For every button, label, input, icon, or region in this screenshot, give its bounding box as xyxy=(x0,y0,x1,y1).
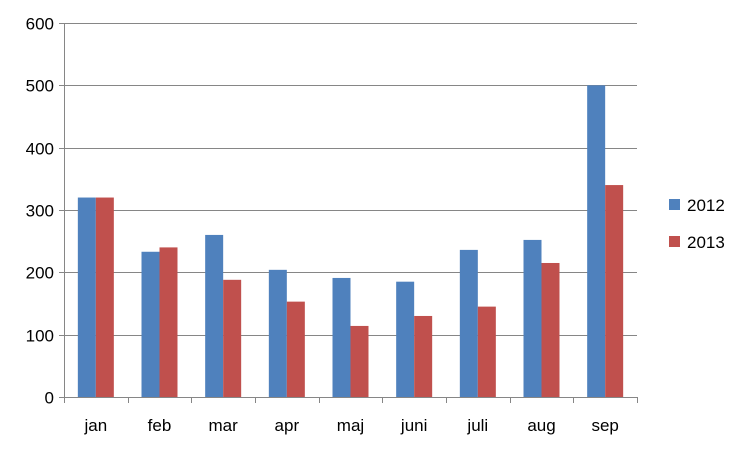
legend-label-2013: 2013 xyxy=(687,233,725,252)
x-tick-label: feb xyxy=(148,416,172,435)
bar-2013-juli xyxy=(477,306,496,397)
bar-2013-sep xyxy=(605,185,624,397)
x-tick-label: jan xyxy=(83,416,107,435)
bar-2012-mar xyxy=(205,234,224,397)
y-tick-label: 0 xyxy=(45,389,54,408)
bar-2012-apr xyxy=(268,269,287,397)
x-tick-label: apr xyxy=(275,416,300,435)
bar-2012-jan xyxy=(77,197,96,397)
bar-2013-jan xyxy=(95,197,114,397)
bar-2013-feb xyxy=(159,247,178,397)
legend: 2012 2013 xyxy=(669,196,725,252)
y-tick-label: 500 xyxy=(26,77,54,96)
bar-2012-juli xyxy=(459,249,478,397)
legend-swatch-2012 xyxy=(669,199,680,210)
x-tick-label: maj xyxy=(337,416,364,435)
x-tick-label: juli xyxy=(466,416,488,435)
x-tick-label: juni xyxy=(400,416,427,435)
x-tick-label: mar xyxy=(209,416,239,435)
y-tick-label: 200 xyxy=(26,264,54,283)
bar-2013-apr xyxy=(286,301,305,397)
x-tick-label: aug xyxy=(527,416,555,435)
bar-2013-juni xyxy=(414,315,433,397)
y-tick-label: 300 xyxy=(26,202,54,221)
y-tick-label: 400 xyxy=(26,140,54,159)
bar-2012-aug xyxy=(523,239,542,397)
bar-2012-maj xyxy=(332,277,351,397)
bar-2012-feb xyxy=(141,251,160,397)
y-tick-label: 100 xyxy=(26,327,54,346)
axes: 0 100 200 300 400 500 600 jan feb mar apr maj juni ju… xyxy=(26,15,638,435)
bar-2012-juni xyxy=(396,281,415,397)
x-tick-label: sep xyxy=(591,416,618,435)
y-tick-label: 600 xyxy=(26,15,54,34)
bars xyxy=(77,85,624,397)
bar-2013-mar xyxy=(223,279,242,397)
bar-2013-maj xyxy=(350,325,369,397)
legend-swatch-2013 xyxy=(669,236,680,247)
legend-label-2012: 2012 xyxy=(687,196,725,215)
bar-2013-aug xyxy=(541,262,560,397)
bar-2012-sep xyxy=(587,85,606,397)
